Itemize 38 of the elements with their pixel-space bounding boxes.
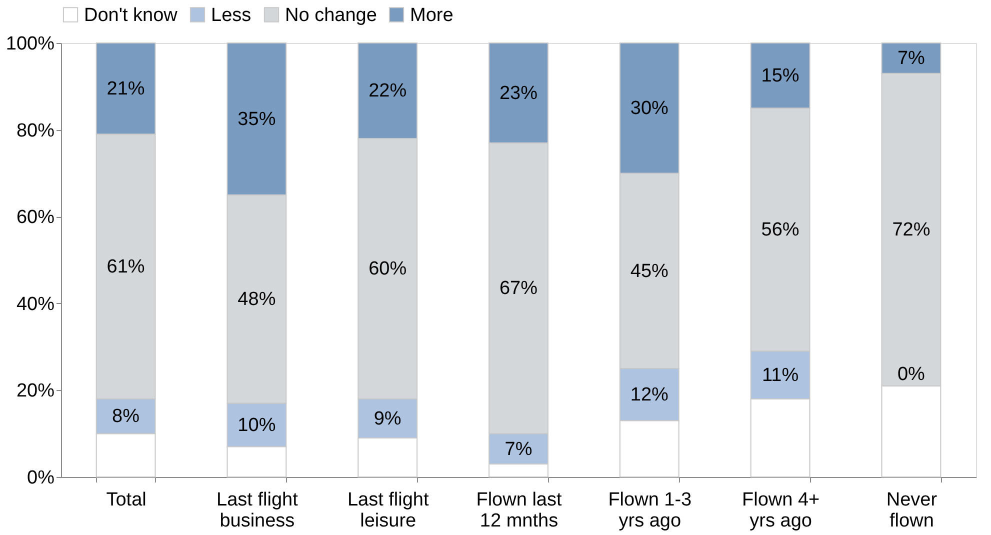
data-label: 30% [630,98,669,120]
x-tick-label: Flown last 12 mnths [476,490,562,532]
data-label: 45% [630,260,669,282]
data-label: 7% [504,438,532,460]
legend-label: Less [211,4,252,26]
data-label: 72% [892,220,930,241]
annotation: 0% [897,364,926,385]
legend-label: Don't know [84,4,178,26]
data-label: 61% [106,256,145,278]
data-label: 56% [761,220,800,241]
y-tick-label: 0% [27,468,55,488]
data-label: 15% [761,66,800,87]
y-tick-label: 20% [16,380,55,402]
x-tick-label: Total [106,490,146,510]
data-label: 9% [374,408,402,430]
x-tick-label: Last flight business [216,490,299,532]
y-tick-label: 100% [6,34,55,54]
data-label: 48% [238,289,276,310]
legend-label: More [410,4,454,26]
data-label: 60% [368,258,407,280]
legend-label: No change [285,4,377,26]
y-tick-label: 60% [16,207,55,228]
x-tick-label: Flown 4+ yrs ago [742,490,820,532]
data-label: 12% [630,384,669,406]
y-tick-label: 40% [16,294,55,315]
data-label: 10% [238,414,276,436]
y-tick-label: 80% [16,120,55,142]
data-label: 11% [762,365,799,386]
data-label: 35% [238,108,276,130]
x-tick-label: Never flown [886,490,938,532]
x-tick-label: Last flight leisure [347,490,430,532]
data-label: 23% [499,82,538,104]
data-label: 8% [112,406,140,428]
data-label: 7% [897,48,926,70]
data-label: 21% [106,78,145,100]
x-tick-label: Flown 1-3 yrs ago [608,490,692,532]
data-label: 67% [499,278,538,300]
data-label: 22% [368,80,407,102]
